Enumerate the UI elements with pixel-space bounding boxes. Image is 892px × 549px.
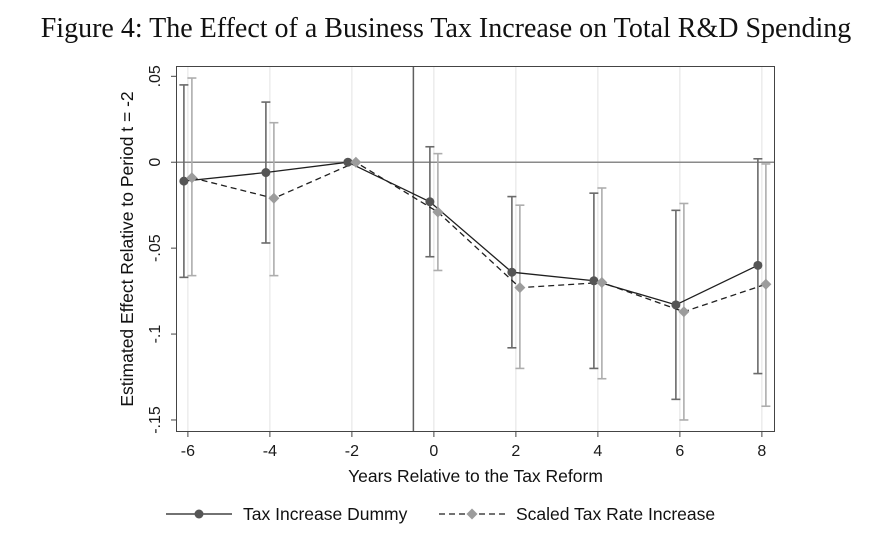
data-point-diamond <box>678 306 690 318</box>
x-tick-label: 4 <box>593 443 602 460</box>
chart-title: Figure 4: The Effect of a Business Tax I… <box>41 13 852 44</box>
gridlines <box>187 66 763 432</box>
series-line-tax-increase-dummy <box>183 161 759 306</box>
legend-marker-diamond-icon <box>466 508 478 520</box>
series-lines <box>183 161 767 313</box>
x-tick-label: 0 <box>429 443 438 460</box>
data-point-circle <box>179 176 189 186</box>
data-point-circle <box>507 267 517 277</box>
data-point-circle <box>343 157 353 167</box>
y-tick-label: 0 <box>147 158 164 167</box>
data-point-circle <box>425 197 435 207</box>
y-tick-label: .05 <box>147 65 164 87</box>
data-point-diamond <box>186 172 198 184</box>
data-point-diamond <box>760 278 772 290</box>
legend-item-scaled-tax-rate-increase: Scaled Tax Rate Increase <box>439 504 715 524</box>
y-axis-label: Estimated Effect Relative to Period t = … <box>117 91 137 406</box>
x-tick-label: -6 <box>181 443 195 460</box>
x-tick-label: 6 <box>675 443 684 460</box>
x-tick-label: -2 <box>345 443 359 460</box>
legend-label: Scaled Tax Rate Increase <box>516 504 715 524</box>
series-line-scaled-tax-rate-increase <box>191 161 767 313</box>
data-point-diamond <box>432 206 444 218</box>
y-tick-label: -.1 <box>147 325 164 344</box>
legend: Tax Increase Dummy Scaled Tax Rate Incre… <box>166 504 715 524</box>
y-tick-label: -.05 <box>147 234 164 262</box>
legend-label: Tax Increase Dummy <box>243 504 408 524</box>
data-point-diamond <box>350 156 362 168</box>
data-point-diamond <box>268 192 280 204</box>
x-tick-label: 2 <box>511 443 520 460</box>
data-points <box>179 156 772 318</box>
plot-area <box>176 66 775 432</box>
data-point-circle <box>753 260 763 270</box>
legend-marker-circle-icon <box>194 509 204 519</box>
x-tick-label: 8 <box>757 443 766 460</box>
y-axis: .05 0 -.05 -.1 -.15 <box>147 65 176 434</box>
data-point-circle <box>671 300 681 310</box>
x-axis: -6 -4 -2 0 2 4 6 8 <box>181 432 766 460</box>
x-axis-label: Years Relative to the Tax Reform <box>348 466 603 486</box>
legend-item-tax-increase-dummy: Tax Increase Dummy <box>166 504 408 524</box>
data-point-circle <box>589 276 599 286</box>
data-point-diamond <box>514 282 526 294</box>
reference-lines <box>176 66 775 432</box>
data-point-circle <box>261 168 271 178</box>
plot-frame <box>176 66 775 432</box>
y-tick-label: -.15 <box>147 406 164 434</box>
x-tick-label: -4 <box>263 443 277 460</box>
data-point-diamond <box>596 277 608 289</box>
